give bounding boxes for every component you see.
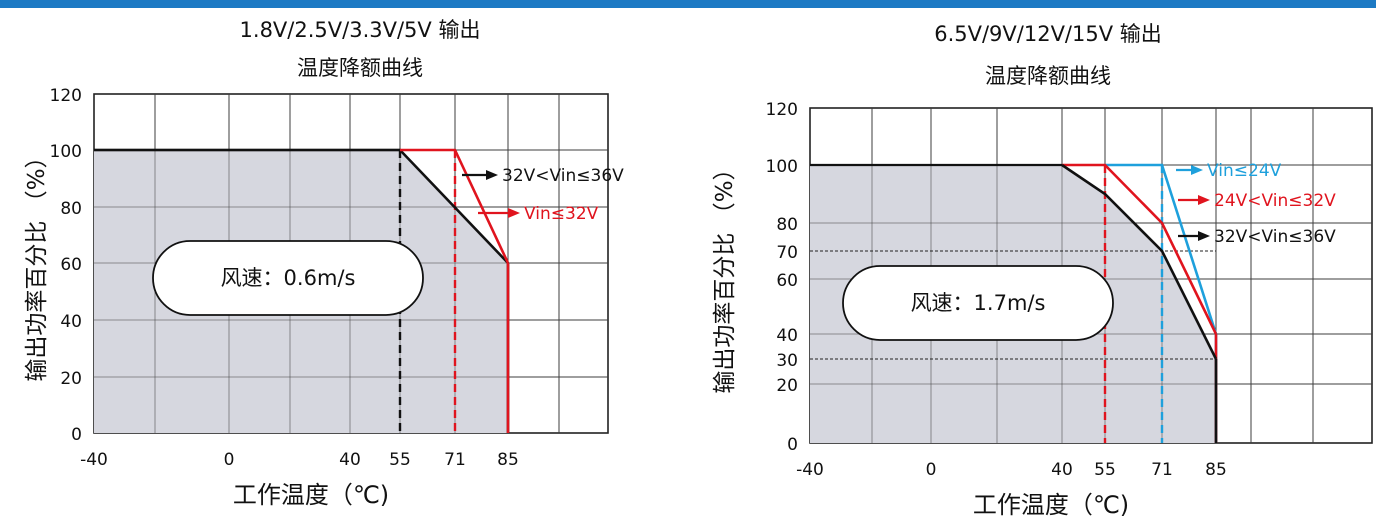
y-axis-label: 输出功率百分比 （%）: [24, 145, 50, 381]
wind-speed-label: 风速：0.6m/s: [221, 266, 356, 290]
top-accent-bar: [0, 0, 1376, 8]
y-tick-label: 20: [60, 369, 82, 389]
legend-label: 24V<Vin≤32V: [1214, 191, 1336, 211]
legend-arrow-head: [1191, 165, 1203, 175]
legend-label: 32V<Vin≤36V: [502, 166, 624, 186]
y-tick-label: 60: [776, 271, 798, 291]
y-tick-label: 80: [60, 199, 82, 219]
x-tick-label: 85: [497, 450, 519, 470]
legend-arrow-head: [508, 208, 520, 218]
legend-arrow-head: [1198, 231, 1210, 241]
x-axis-label: 工作温度（℃): [973, 491, 1129, 516]
x-tick-label: 40: [339, 450, 361, 470]
legend-label: 32V<Vin≤36V: [1214, 227, 1336, 247]
y-tick-label: 80: [776, 215, 798, 235]
x-tick-label: -40: [80, 450, 108, 470]
y-tick-label: 40: [60, 312, 82, 332]
x-tick-label: 71: [444, 450, 466, 470]
y-tick-label: 20: [776, 376, 798, 396]
y-tick-label: 40: [776, 326, 798, 346]
y-tick-label: 120: [50, 86, 82, 106]
x-tick-label: 40: [1051, 460, 1073, 480]
series-line: [1061, 163, 1218, 360]
wind-speed-pill: [152, 240, 424, 316]
x-tick-label: 85: [1205, 460, 1227, 480]
x-tick-label: 55: [389, 450, 411, 470]
chart-panel-right: 6.5V/9V/12V/15V 输出 温度降额曲线 Vin≤24V 24V<Vin…: [688, 0, 1376, 516]
chart-svg-left: 32V<Vin≤36V Vin≤32V 风速：0.6m/s 0 20 40 60 80 100 1…: [24, 86, 624, 509]
wind-speed-label: 风速：1.7m/s: [911, 291, 1046, 315]
chart-subtitle: 温度降额曲线: [297, 56, 423, 80]
y-tick-label: 30: [776, 351, 798, 371]
x-axis-label: 工作温度（℃): [233, 481, 389, 509]
y-tick-label: 120: [766, 100, 798, 120]
x-tick-label: -40: [796, 460, 824, 480]
legend-arrow-head: [486, 170, 498, 180]
x-tick-label: 55: [1094, 460, 1116, 480]
legend-label: Vin≤24V: [1207, 161, 1282, 181]
y-tick-label: 60: [60, 255, 82, 275]
x-tick-label: 0: [224, 450, 235, 470]
legend-arrow-head: [1198, 195, 1210, 205]
series-line: [1105, 163, 1218, 335]
legend-label: Vin≤32V: [524, 204, 599, 224]
x-tick-label: 0: [926, 460, 937, 480]
chart-title: 1.8V/2.5V/3.3V/5V 输出: [239, 18, 481, 42]
y-axis-label: 输出功率百分比 （%）: [712, 157, 738, 393]
y-tick-label: 100: [50, 142, 82, 162]
y-tick-label: 0: [787, 435, 798, 455]
chart-title: 6.5V/9V/12V/15V 输出: [934, 22, 1162, 46]
chart-subtitle: 温度降额曲线: [985, 64, 1111, 88]
y-tick-label: 100: [766, 157, 798, 177]
series-line: [400, 148, 510, 264]
wind-speed-pill: [842, 265, 1114, 341]
chart-svg-right: Vin≤24V 24V<Vin≤32V 32V<Vin≤36V 风速：1.7m/s 0 2…: [712, 100, 1373, 516]
x-tick-label: 71: [1151, 460, 1173, 480]
series-line: [1062, 163, 1218, 335]
y-tick-label: 0: [71, 425, 82, 445]
chart-panel-left: 1.8V/2.5V/3.3V/5V 输出 温度降额曲线 32V<Vin≤36V V…: [24, 18, 624, 509]
y-tick-label: 70: [776, 243, 798, 263]
